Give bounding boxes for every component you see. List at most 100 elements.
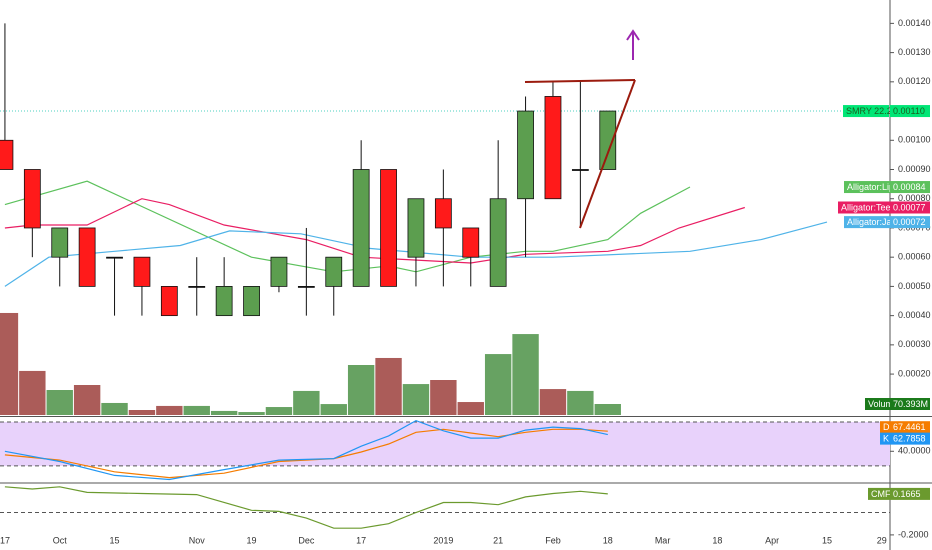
candle-body [51, 227, 69, 258]
candle-body [599, 110, 617, 170]
y-tick-label: -0.2000 [898, 529, 929, 539]
tag-label: Alligator:Lips [847, 182, 899, 192]
candle-body [106, 256, 123, 259]
tag-box [880, 421, 890, 434]
volume-bar [128, 410, 156, 415]
tag-box [880, 432, 890, 445]
y-tick-label: 0.00100 [898, 135, 931, 145]
volume-bar [210, 410, 238, 415]
x-tick-label: Mar [655, 535, 671, 545]
volume-bar [320, 404, 347, 415]
candle-body [407, 198, 425, 258]
volume-bar [265, 407, 293, 415]
x-tick-label: Nov [189, 535, 206, 545]
indicator-line [4, 486, 608, 529]
candle-body [160, 286, 178, 317]
tag-label: 0.00110 [893, 106, 925, 116]
tag-box [838, 201, 890, 214]
tag-box [865, 398, 890, 410]
tag-label: CMF [871, 489, 891, 499]
x-tick-label: 17 [356, 535, 366, 545]
tag-label: K [883, 433, 889, 443]
y-tick-label: 0.00040 [898, 310, 931, 320]
y-tick-label: 0.00020 [898, 368, 931, 378]
x-tick-label: 15 [822, 535, 832, 545]
tag-label: 0.1665 [893, 489, 921, 499]
volume-bar [539, 389, 567, 415]
x-tick-label: Feb [545, 535, 561, 545]
tag-box [890, 421, 930, 434]
x-tick-label: 29 [877, 535, 887, 545]
arrow-head [626, 29, 640, 41]
tag-box [843, 105, 889, 118]
candle-body [544, 96, 562, 200]
candle-body [23, 169, 41, 229]
volume-bar [293, 390, 320, 415]
band-fill [0, 422, 890, 466]
alligator-line [4, 221, 828, 287]
tag-label: 62.7858 [893, 433, 926, 443]
x-tick-label: Dec [298, 535, 315, 545]
tag-box [890, 487, 930, 500]
volume-bar [101, 402, 128, 415]
y-tick-label: 0.00080 [898, 193, 931, 203]
volume-bar [594, 404, 621, 415]
tag-label: 0.00077 [893, 202, 926, 212]
x-tick-label: 21 [493, 535, 503, 545]
volume-bar [512, 334, 539, 415]
candle-body [571, 169, 589, 171]
tag-label: Alligator:Teeth [841, 202, 898, 212]
volume-bar [567, 390, 594, 415]
candle-body [133, 256, 151, 287]
candle-body [434, 198, 452, 229]
tag-box [890, 201, 930, 214]
volume-bar [183, 405, 210, 415]
x-tick-label: 18 [712, 535, 722, 545]
tag-label: D [883, 422, 890, 432]
y-tick-label: 0.00060 [898, 252, 931, 262]
tag-box [890, 105, 930, 118]
y-tick-label: 0.00140 [898, 18, 931, 28]
candle-body [188, 286, 206, 288]
trend-line [579, 79, 636, 229]
volume-bar [19, 370, 46, 415]
x-tick-label: 2019 [433, 535, 453, 545]
tag-box [890, 398, 930, 410]
tag-label: Alligator:Jaw [847, 217, 899, 227]
trend-line [524, 79, 636, 83]
tag-box [890, 181, 930, 194]
volume-bar [238, 412, 265, 415]
y-tick-label: 0.00090 [898, 164, 931, 174]
candle-body [462, 227, 480, 258]
x-tick-label: 15 [110, 535, 120, 545]
y-tick-label: 0.00130 [898, 47, 931, 57]
volume-bar [73, 385, 101, 415]
volume-bar [402, 384, 430, 415]
y-tick-label: 0.00120 [898, 76, 931, 86]
tag-box [890, 216, 930, 229]
candle-body [352, 169, 370, 287]
y-tick-label: 0.00030 [898, 339, 931, 349]
candle-body [78, 227, 96, 287]
tag-box [868, 487, 890, 500]
volume-bar [156, 405, 183, 415]
candle-body [297, 286, 315, 288]
candle-body [0, 139, 14, 170]
candle-body [215, 286, 233, 317]
x-tick-label: Apr [765, 535, 779, 545]
tag-box [890, 432, 930, 445]
x-tick-label: Oct [53, 535, 68, 545]
y-tick-label: 40.0000 [898, 446, 931, 456]
tag-label: Volume [868, 399, 898, 409]
x-tick-label: 17 [0, 535, 10, 545]
volume-bar [457, 402, 484, 415]
candle-body [489, 198, 507, 287]
tag-label: SMRY 22.22% [846, 106, 905, 116]
tag-box [844, 216, 890, 229]
volume-bar [0, 312, 19, 415]
y-tick-label: 0.00050 [898, 281, 931, 291]
candle-body [380, 169, 397, 287]
volume-bar [484, 354, 512, 415]
indicator-line [4, 419, 608, 481]
